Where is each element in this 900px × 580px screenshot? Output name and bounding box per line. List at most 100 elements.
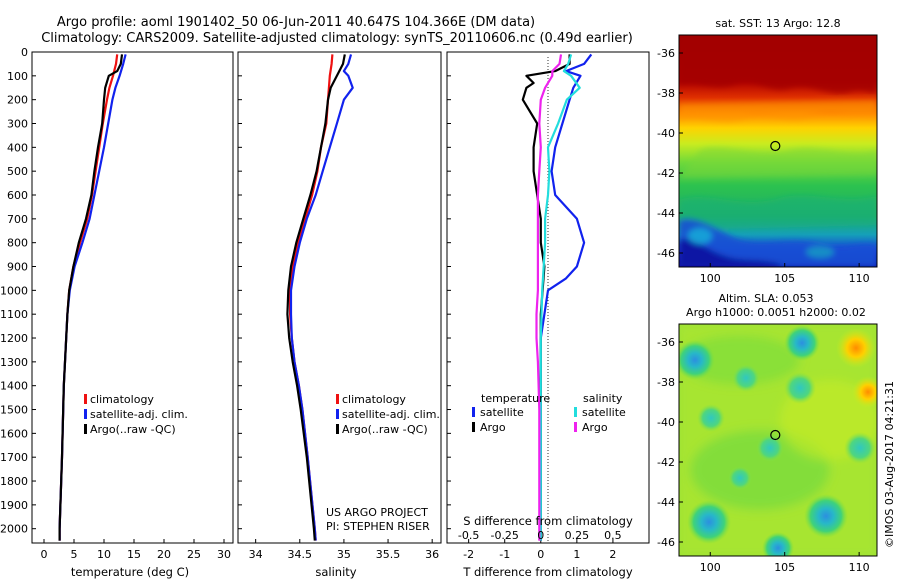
map-y-tick-label: -40	[657, 416, 675, 429]
map-y-tick-label: -38	[657, 87, 675, 100]
x-tick-label: 2	[609, 548, 616, 561]
salinity-panel: 34 34.5 35 35.5 36 salinity climatology sate…	[237, 51, 442, 579]
depth-tick-label: 300	[7, 118, 28, 131]
x-tick-label: 35.5	[376, 548, 401, 561]
map-y-tick-label: -36	[657, 336, 675, 349]
series-line-salinity-argo	[535, 54, 563, 541]
depth-axis: 0 100 200 300 400 500 600 700 800 900 1000 1100 1200…	[0, 46, 451, 536]
legend-swatch-s-argo	[574, 422, 577, 432]
depth-tick-label: 500	[7, 165, 28, 178]
salinity-lines	[286, 54, 354, 541]
salinity-difference-ticks: -0.5 -0.25 0 0.25 0.5	[458, 529, 622, 542]
depth-tick-label: 100	[7, 70, 28, 83]
series-line-climatology	[289, 54, 334, 541]
legend-label-climatology: climatology	[342, 393, 406, 406]
sla-map-axes: 100 105 110 -36 -38 -40 -42 -44 -46	[657, 336, 870, 574]
depth-tick-label: 1700	[0, 451, 28, 464]
x-tick-label: 35	[337, 548, 351, 561]
salinity-x-axis: 34 34.5 35 35.5 36	[249, 539, 439, 561]
depth-tick-label: 600	[7, 189, 28, 202]
depth-tick-label: 900	[7, 261, 28, 274]
difference-panel-frame	[446, 51, 650, 544]
sla-map: Altim. SLA: 0.053 Argo h1000: 0.0051 h20…	[657, 292, 878, 574]
temperature-lines	[58, 54, 127, 541]
map-y-tick-label: -38	[657, 376, 675, 389]
argo-location-marker	[770, 140, 781, 152]
map-y-tick-label: -36	[657, 47, 675, 60]
sla-field	[679, 324, 877, 556]
x-tick-label: 0	[41, 548, 48, 561]
x-tick-label: 0	[537, 548, 544, 561]
legend-swatch-argo	[84, 424, 87, 434]
map-x-tick-label: 105	[774, 272, 795, 285]
difference-lines	[521, 53, 593, 541]
legend-label-t-argo: Argo	[480, 421, 506, 434]
map-y-tick-label: -44	[657, 496, 675, 509]
series-line-argo-raw-qc-	[286, 54, 346, 541]
sst-field	[679, 35, 877, 267]
map-y-tick-label: -42	[657, 456, 675, 469]
x-tick-label: 25	[187, 548, 201, 561]
salinity-diff-tick-label: -0.5	[458, 529, 479, 542]
legend-label-s-satellite: satellite	[582, 406, 626, 419]
imos-credit: ©IMOS 03-Aug-2017 04:21:31	[883, 381, 896, 548]
x-tick-label: 34	[249, 548, 263, 561]
series-line-satellite-adj-clim-	[289, 54, 354, 541]
temperature-panel-frame	[31, 51, 234, 544]
salinity-panel-frame	[237, 51, 442, 544]
difference-panel: -2 -1 0 1 2 S difference from climatology -0…	[446, 51, 650, 579]
salinity-xlabel: salinity	[315, 565, 356, 579]
series-line-argo-raw-qc-	[58, 54, 124, 541]
sst-map-axes: 100 105 110 -36 -38 -40 -42 -44 -46	[657, 47, 870, 285]
legend-header-salinity: salinity	[583, 392, 623, 405]
sla-map-subtitle: Argo h1000: 0.0051 h2000: 0.02	[686, 306, 866, 319]
sst-map-frame	[678, 34, 878, 268]
x-tick-label: -2	[463, 548, 474, 561]
temperature-xlabel: temperature (deg C)	[71, 565, 189, 579]
legend-label-satellite: satellite-adj. clim.	[90, 408, 188, 421]
salinity-diff-tick-label: -0.25	[490, 529, 518, 542]
depth-tick-label: 800	[7, 237, 28, 250]
depth-tick-label: 1800	[0, 475, 28, 488]
map-x-tick-label: 100	[700, 272, 721, 285]
salinity-diff-tick-label: 0.25	[565, 529, 590, 542]
x-tick-label: -1	[499, 548, 510, 561]
x-tick-label: 15	[127, 548, 141, 561]
map-y-tick-label: -42	[657, 167, 675, 180]
depth-tick-label: 1400	[0, 380, 28, 393]
temperature-legend: climatology satellite-adj. clim. Argo(..…	[84, 393, 188, 436]
map-x-tick-label: 105	[774, 561, 795, 574]
depth-tick-label: 1000	[0, 284, 28, 297]
salinity-diff-tick-label: 0.5	[604, 529, 622, 542]
depth-tick-label: 1200	[0, 332, 28, 345]
legend-swatch-argo	[336, 424, 339, 434]
figure-title-line1: Argo profile: aoml 1901402_50 06-Jun-201…	[57, 15, 535, 30]
map-y-tick-label: -46	[657, 536, 675, 549]
temperature-difference-xlabel: T difference from climatology	[462, 565, 633, 579]
x-tick-label: 36	[425, 548, 439, 561]
legend-label-s-argo: Argo	[582, 421, 608, 434]
legend-swatch-t-satellite	[472, 407, 475, 417]
map-y-tick-label: -40	[657, 127, 675, 140]
x-tick-label: 20	[157, 548, 171, 561]
legend-swatch-satellite	[84, 409, 87, 419]
difference-x-axis: -2 -1 0 1 2	[463, 539, 616, 561]
salinity-difference-xlabel: S difference from climatology	[463, 514, 633, 528]
legend-label-t-satellite: satellite	[480, 406, 524, 419]
legend-header-temperature: temperature	[481, 392, 550, 405]
legend-label-satellite: satellite-adj. clim.	[342, 408, 440, 421]
depth-tick-label: 0	[21, 46, 28, 59]
legend-swatch-climatology	[84, 394, 87, 404]
legend-swatch-t-argo	[472, 422, 475, 432]
project-note: US ARGO PROJECT	[326, 506, 428, 519]
salinity-legend: climatology satellite-adj. clim. Argo(..…	[336, 393, 440, 436]
figure-title-line2: Climatology: CARS2009. Satellite-adjuste…	[41, 31, 633, 46]
depth-tick-label: 400	[7, 141, 28, 154]
map-y-tick-label: -44	[657, 207, 675, 220]
series-line-salinity-satellite	[539, 54, 581, 541]
map-x-tick-label: 100	[700, 561, 721, 574]
x-tick-label: 34.5	[288, 548, 313, 561]
legend-swatch-s-satellite	[574, 407, 577, 417]
